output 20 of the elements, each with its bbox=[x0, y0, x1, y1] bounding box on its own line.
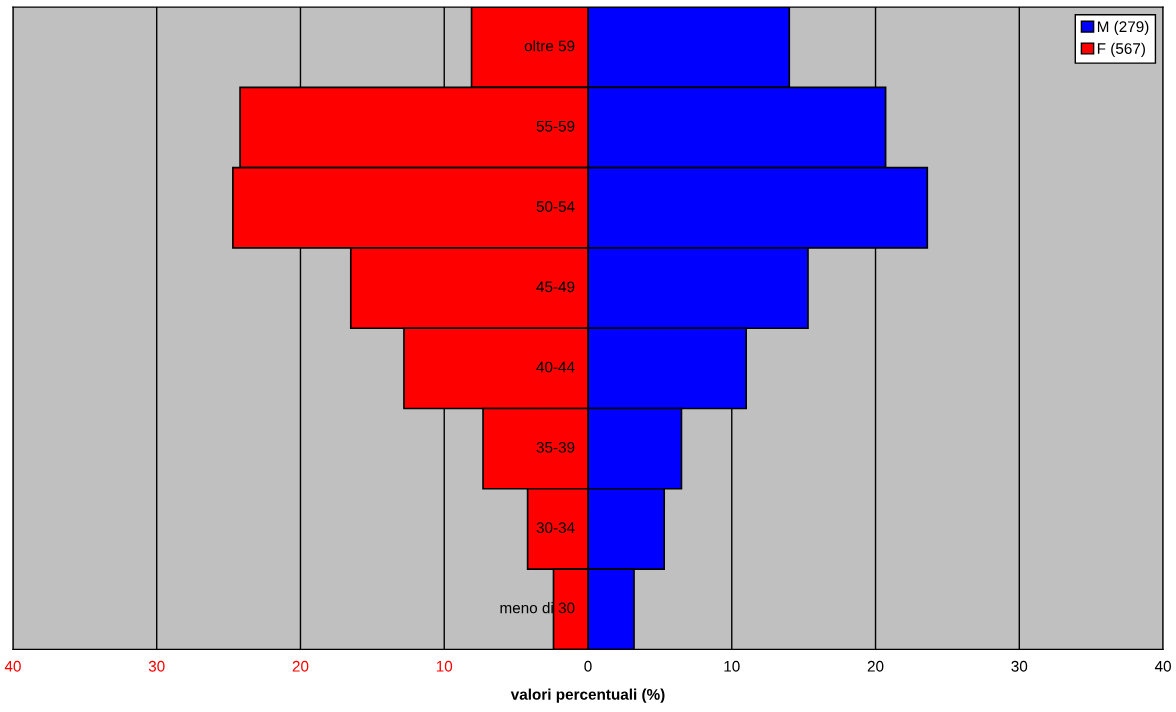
x-tick-label: 0 bbox=[584, 660, 592, 672]
x-tick-label: 20 bbox=[867, 660, 884, 672]
x-tick-label: 20 bbox=[292, 660, 309, 672]
legend-label: F (567) bbox=[1097, 42, 1145, 57]
x-tick-label: 10 bbox=[724, 660, 740, 672]
y-tick-label: meno di 30 bbox=[500, 602, 575, 614]
y-tick-label: 30-34 bbox=[536, 522, 575, 534]
legend-label: M (279) bbox=[1097, 20, 1149, 36]
x-tick-label: 30 bbox=[1011, 660, 1028, 672]
x-tick-label: 40 bbox=[1154, 660, 1171, 672]
y-tick-label: 35-39 bbox=[536, 441, 575, 453]
x-tick-label: 30 bbox=[148, 660, 165, 672]
y-tick-label: 50-54 bbox=[536, 201, 575, 212]
x-tick-label: 40 bbox=[4, 660, 21, 672]
y-tick-label: 40-44 bbox=[536, 361, 575, 373]
x-axis-title: valori percentuali (%) bbox=[510, 688, 665, 703]
y-tick-label: oltre 59 bbox=[524, 40, 575, 52]
y-tick-label: 55-59 bbox=[536, 120, 575, 132]
x-tick-label: 10 bbox=[436, 660, 453, 672]
y-tick-label: 45-49 bbox=[536, 281, 575, 293]
